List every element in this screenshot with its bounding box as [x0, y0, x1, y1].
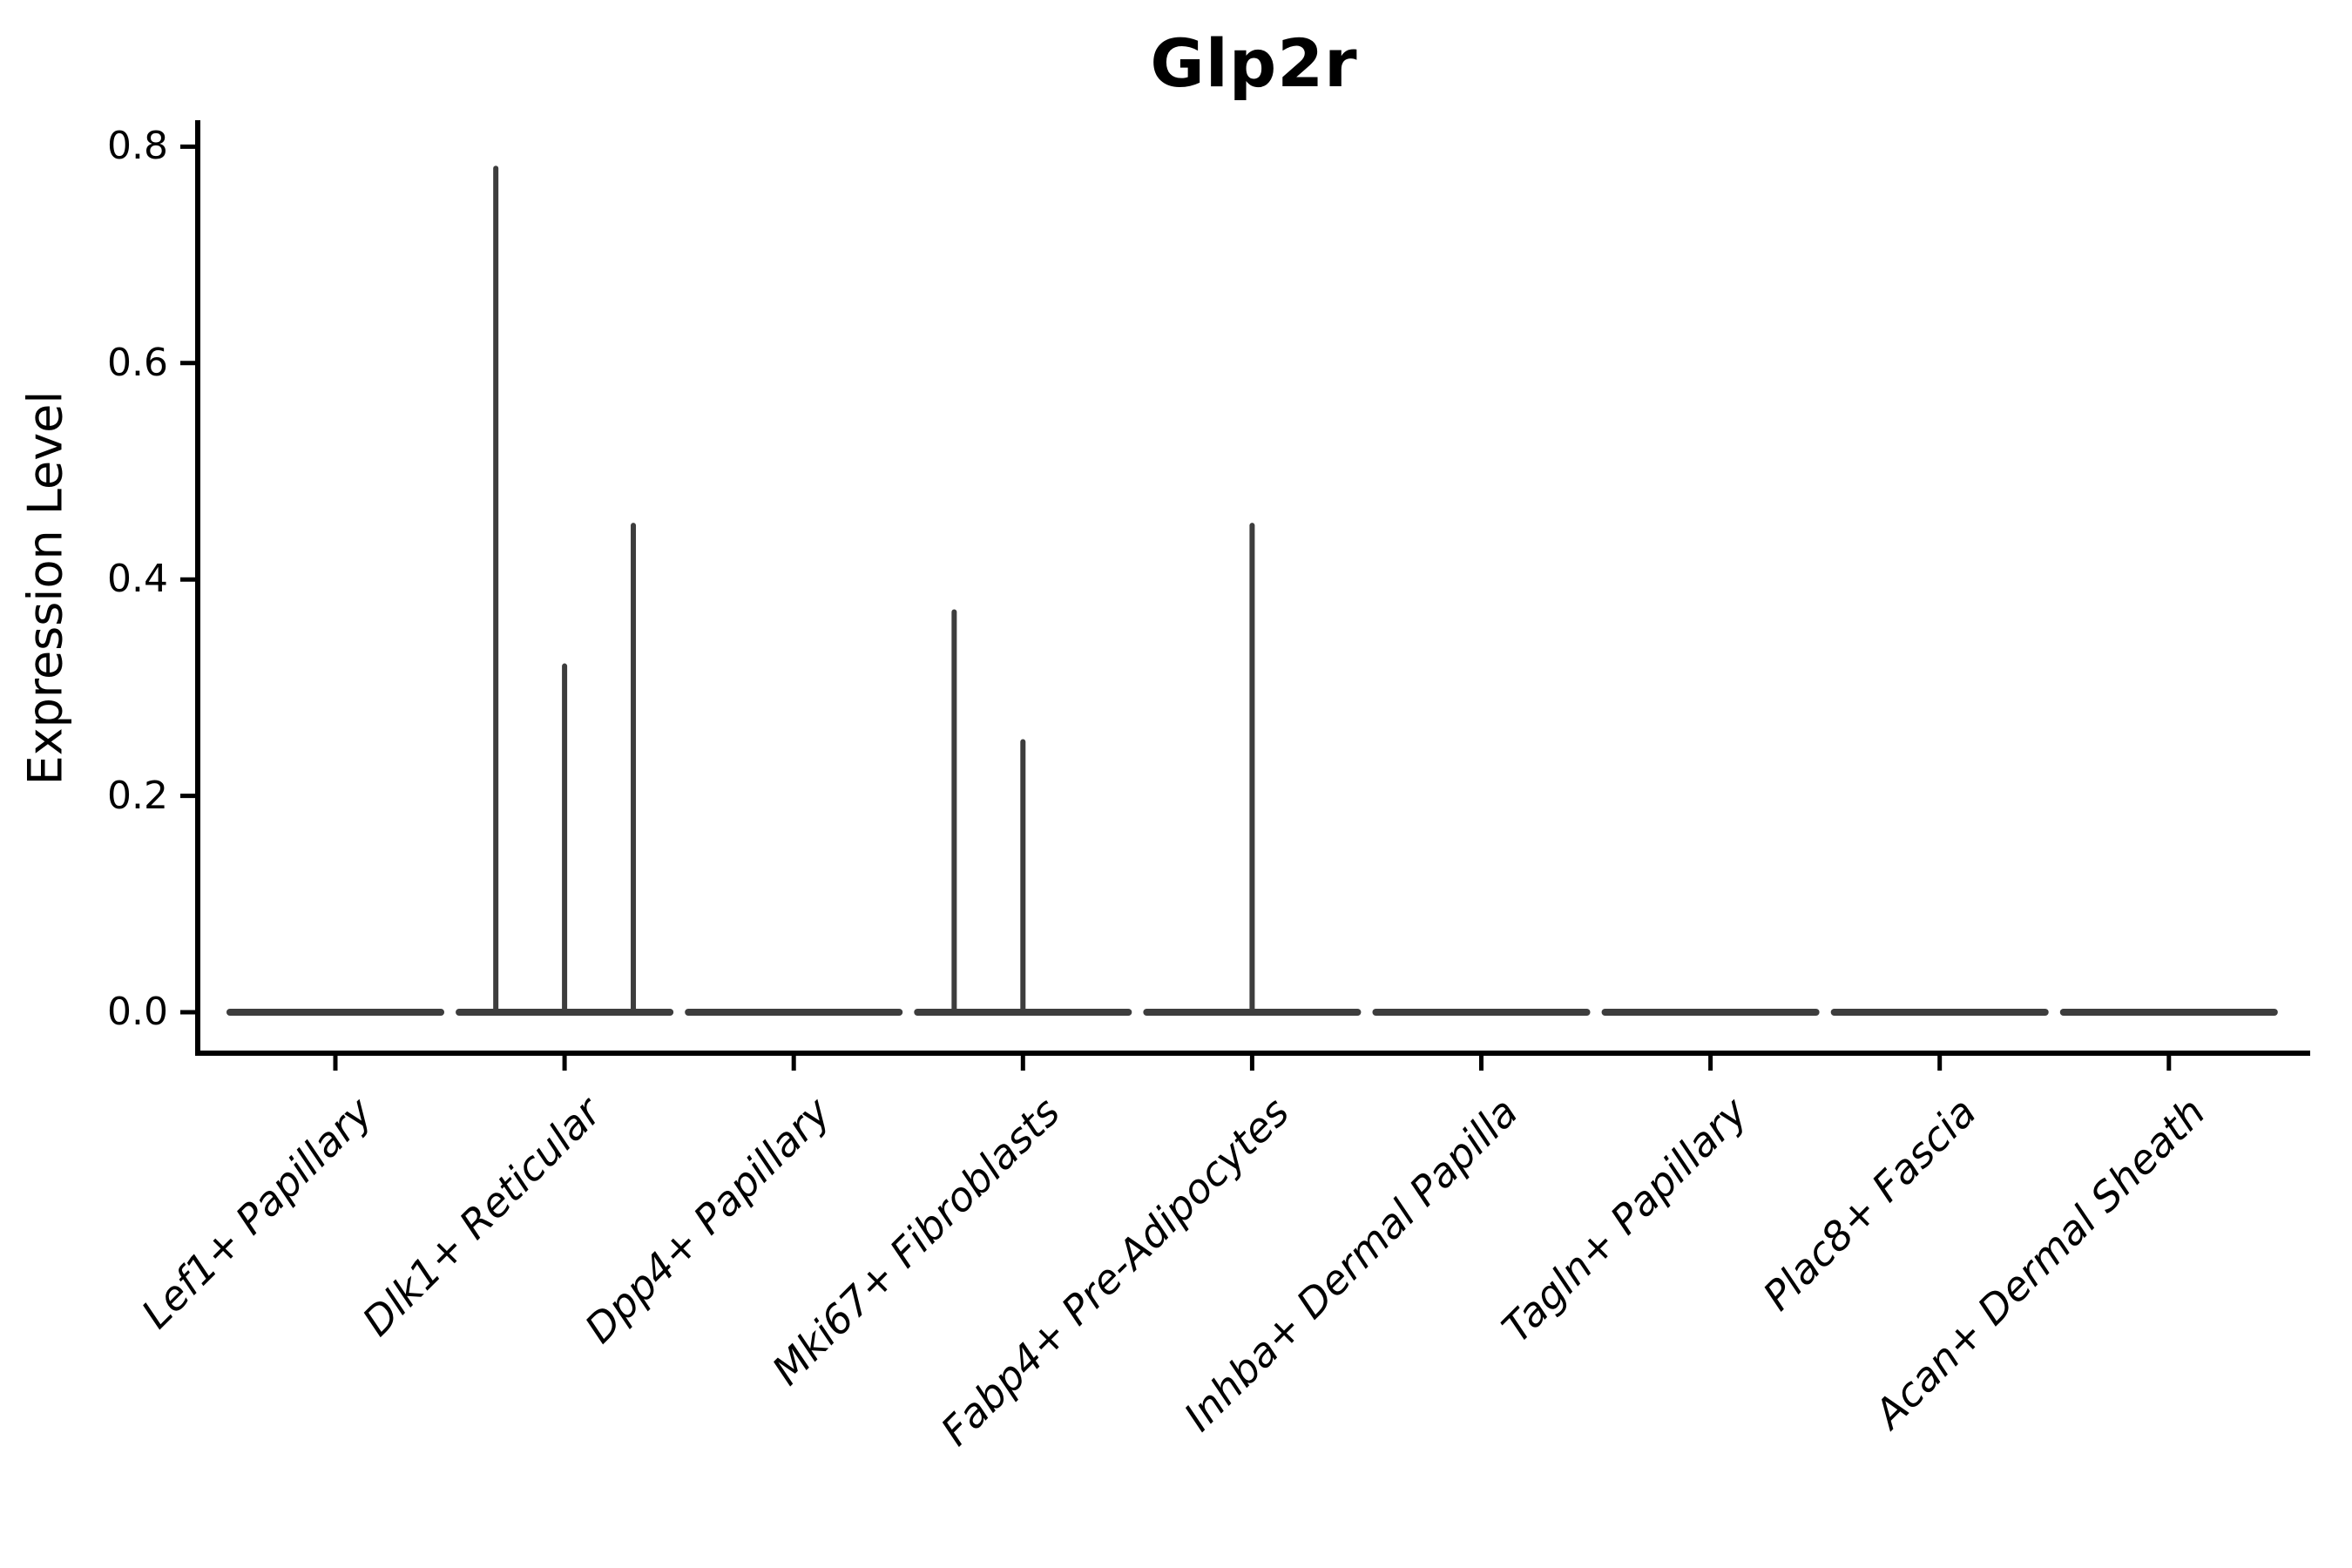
- y-tick-label: 0.6: [107, 340, 168, 385]
- y-axis-ticks: [180, 144, 198, 1015]
- y-tick-label: 0.4: [107, 557, 168, 602]
- y-tick-label: 0.2: [107, 773, 168, 818]
- y-tick-label: 0.0: [107, 990, 168, 1034]
- x-axis-ticks: [333, 1053, 2172, 1071]
- violins-layer: [226, 166, 2278, 1016]
- chart-title: Glp2r: [1150, 24, 1358, 102]
- y-tick-label: 0.8: [107, 124, 168, 169]
